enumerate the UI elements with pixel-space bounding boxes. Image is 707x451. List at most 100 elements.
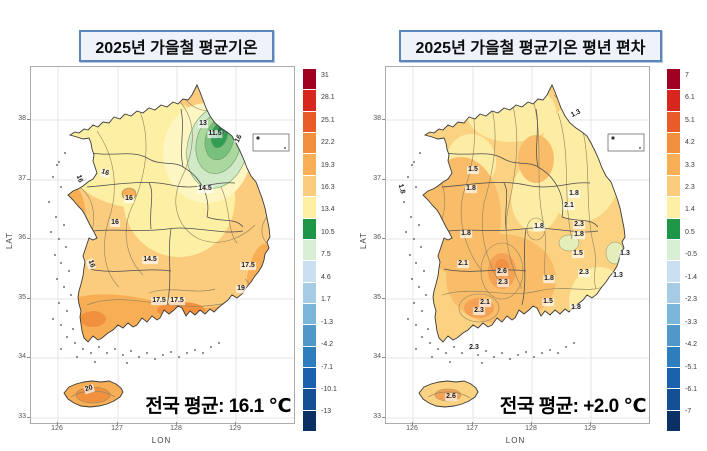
contour-label-layer: 13 11.5 16 16 16 14.5 16 16 14.5 16 17.5 19 17.5 17.5…: [31, 67, 294, 423]
lat-tick-mark: [382, 417, 385, 418]
korea-contour-map: [31, 67, 294, 423]
lon-tick-mark: [176, 422, 177, 425]
lat-tick-mark: [27, 417, 30, 418]
lat-tick-label: 38: [18, 115, 26, 122]
panel-title-wrap: 2025년 가을철 평균기온: [0, 30, 353, 62]
colorbar-segment: [667, 90, 680, 111]
island-specks: [48, 152, 220, 364]
contour-label: 2.1: [563, 202, 575, 210]
lat-tick-label: 35: [373, 294, 381, 301]
colorbar-segment: [303, 69, 316, 90]
lon-tick-mark: [590, 422, 591, 425]
colorbar-segment: [667, 282, 680, 303]
colorbar-segment: [667, 154, 680, 175]
lon-tick-mark: [57, 422, 58, 425]
lon-tick-mark: [531, 422, 532, 425]
contour-label: 1.8: [533, 223, 545, 231]
lat-tick-mark: [27, 179, 30, 180]
colorbar-segment: [667, 346, 680, 368]
colorbar-tick-label: 25.1: [321, 116, 335, 124]
colorbar-segment: [303, 111, 316, 133]
colorbar-tick-label: 4.6: [321, 273, 331, 281]
contour-label: 2.3: [473, 307, 485, 315]
contour-label: 16: [73, 173, 85, 185]
contour-label: 2.3: [573, 221, 585, 229]
colorbar-segment: [303, 325, 316, 346]
lat-tick-label: 36: [373, 234, 381, 241]
lat-tick-mark: [382, 119, 385, 120]
contour-label: 1.5: [542, 298, 554, 306]
colorbar-segment: [303, 197, 316, 218]
lat-tick-label: 38: [373, 115, 381, 122]
colorbar-tick-label: 1.4: [685, 206, 695, 214]
contour-label: 13: [198, 120, 208, 128]
contour-label: 16: [233, 132, 245, 146]
coastline: [418, 83, 626, 408]
colorbar-segment: [303, 175, 316, 197]
contour-label: 2.1: [479, 299, 491, 307]
colorbar-segment: [303, 282, 316, 303]
colorbar-tick-label: -1.4: [685, 273, 698, 281]
colorbar-tick-label: -4.2: [321, 341, 334, 349]
lon-tick-label: 127: [111, 425, 123, 432]
lat-tick-label: 37: [373, 175, 381, 182]
lon-tick-label: 126: [51, 425, 63, 432]
contour-label: 2.6: [496, 268, 508, 276]
lat-tick-label: 34: [18, 353, 26, 360]
colorbar-tick-label: -5.1: [685, 363, 698, 371]
colorbar-tick-label: -1.3: [321, 318, 334, 326]
colorbar-segment: [303, 410, 316, 432]
colorbar-segment: [303, 239, 316, 261]
colorbar-segment: [667, 197, 680, 218]
contour-label: 16: [99, 167, 111, 179]
colorbar-segment: [667, 303, 680, 325]
national-average-text: 전국 평균: +2.0 ℃: [499, 396, 647, 417]
panel-title: 2025년 가을철 평균기온: [79, 30, 274, 62]
lat-tick-label: 36: [18, 234, 26, 241]
colorbar-labels: 7 6.1 5.1 4.2 3.3 2.3 1.4 0.5 -0.5 -1.4 -2.3 -3.3 -4…: [685, 69, 707, 431]
panel-title-wrap: 2025년 가을철 평균기온 평년 편차: [354, 30, 707, 62]
contour-label: 16: [85, 258, 97, 270]
colorbar-segment: [667, 69, 680, 90]
contour-label: 1.8: [573, 231, 585, 239]
island-specks: [403, 152, 575, 364]
lon-axis-label: LON: [151, 436, 172, 445]
panel-title: 2025년 가을철 평균기온 평년 편차: [399, 30, 662, 62]
colorbar-segment: [303, 368, 316, 389]
province-borders: [78, 108, 244, 306]
lat-tick-label: 33: [18, 413, 26, 420]
lon-tick-label: 128: [525, 425, 537, 432]
lat-tick-label: 37: [18, 175, 26, 182]
contour-label: 1.8: [543, 275, 555, 283]
contour-label: 2.6: [445, 393, 457, 401]
contour-label: 2.1: [457, 260, 469, 268]
colorbar-tick-label: 22.2: [321, 139, 335, 147]
lat-tick-label: 35: [18, 294, 26, 301]
colorbar-segment: [303, 90, 316, 111]
ulleungdo-inset: [252, 133, 290, 152]
map-plot: 13 11.5 16 16 16 14.5 16 16 14.5 16 17.5 19 17.5 17.5…: [30, 66, 295, 424]
lon-tick-label: 126: [406, 425, 418, 432]
colorbar-tick-label: 2.3: [685, 183, 695, 191]
lon-tick-label: 129: [584, 425, 596, 432]
colorbar-segment: [303, 346, 316, 368]
colorbar: [667, 69, 680, 432]
national-average-text: 전국 평균: 16.1 ℃: [145, 396, 291, 417]
colorbar-segment: [667, 325, 680, 346]
contour-label: 1.8: [570, 304, 582, 312]
colorbar-segment: [667, 368, 680, 389]
map-plot: 1.3 1.5 1.8 1.8 1.8 2.1 2.3 1.8 1.8 1.8 1.5 1.3 2.1 2…: [385, 66, 650, 424]
contour-label: 11.5: [207, 130, 223, 138]
lat-tick-mark: [27, 298, 30, 299]
lat-tick-mark: [382, 179, 385, 180]
lat-tick-mark: [382, 298, 385, 299]
contour-label: 1.8: [395, 182, 407, 196]
lat-tick-mark: [27, 119, 30, 120]
contour-label: 2.3: [497, 279, 509, 287]
colorbar-tick-label: 10.5: [321, 228, 335, 236]
colorbar-segment: [667, 389, 680, 410]
colorbar-segment: [667, 133, 680, 154]
colorbar-segment: [303, 303, 316, 325]
contour-label: 1.8: [460, 230, 472, 238]
